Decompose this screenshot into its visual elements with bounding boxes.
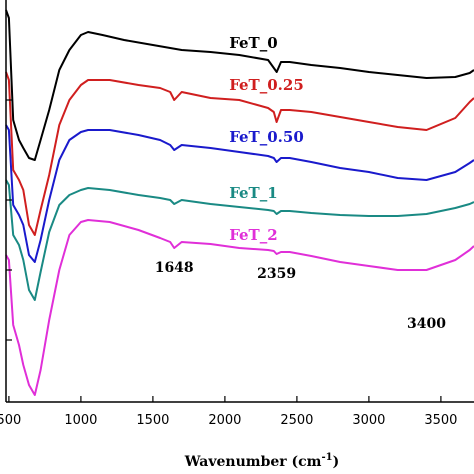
x-tick-label-1: 1000 [64,413,97,428]
annotation-label-2: 3400 [407,316,446,332]
series-line-3 [5,179,474,301]
annotation-label-0: 1648 [155,260,194,276]
annotations-layer: 1648 2359 3400 [155,260,447,332]
x-axis-title-sup: -1 [321,452,332,463]
series-label-0: FeT_0 [229,34,277,52]
x-tick-label-2: 1500 [136,413,169,428]
x-axis-title-main: Wavenumber (cm [184,454,322,470]
series-label-2: FeT_0.50 [229,128,304,146]
x-axis-title-close: ) [333,454,340,470]
series-label-4: FeT_2 [229,226,277,244]
series-line-2 [5,124,474,263]
x-tick-label-5: 3000 [352,413,385,428]
series-line-4 [5,219,474,396]
x-axis-ticks: 500 1000 1500 2000 2500 3000 3500 [0,396,457,428]
series-line-1 [5,71,474,236]
x-axis-title: Wavenumber (cm-1) [184,452,339,470]
x-tick-label-4: 2500 [280,413,313,428]
x-tick-label-6: 3500 [424,413,457,428]
series-layer [5,9,474,396]
x-tick-label-0: 500 [0,413,21,428]
annotation-label-1: 2359 [257,266,296,282]
y-axis-ticks [6,99,12,341]
x-tick-label-3: 2000 [208,413,241,428]
series-label-3: FeT_1 [229,184,277,202]
series-label-1: FeT_0.25 [229,76,304,94]
series-line-0 [5,9,474,161]
series-labels-layer: FeT_0 FeT_0.25 FeT_0.50 FeT_1 FeT_2 [229,34,304,244]
